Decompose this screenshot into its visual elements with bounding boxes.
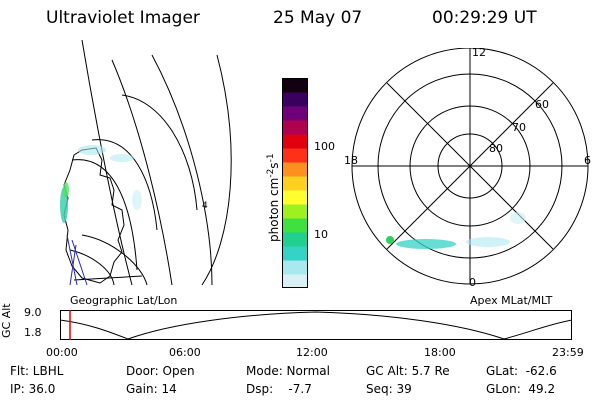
polar-plot: 12 18 6 0 60 70 80 <box>338 46 600 298</box>
apex-label: Apex MLat/MLT <box>470 294 553 307</box>
grid-arc <box>91 139 158 231</box>
aurora-patch <box>132 190 142 210</box>
timeline-ymax: 9.0 <box>24 306 42 319</box>
mlt-label-6: 6 <box>584 154 591 167</box>
status-footer: Flt: LBHL IP: 36.0 Door: Open Gain: 14 M… <box>0 362 600 400</box>
grid-arc <box>81 39 133 286</box>
aurora-patch <box>396 239 456 249</box>
colorbar-frame <box>282 78 308 288</box>
colorbar-band <box>282 134 308 149</box>
aurora-patch <box>386 236 394 244</box>
colorbar-band <box>282 274 308 289</box>
header: Ultraviolet Imager 25 May 07 00:29:29 UT <box>0 0 600 40</box>
polar-plot-svg <box>351 47 589 285</box>
timeline-frame <box>60 310 572 340</box>
altitude-timeline: Geographic Lat/Lon Apex MLat/MLT GC Alt … <box>0 294 600 362</box>
colorbar-band <box>282 106 308 121</box>
grid-arc <box>111 59 173 286</box>
timeline-tick-1800: 18:00 <box>424 346 456 359</box>
colorbar-band <box>282 260 308 275</box>
colorbar-band <box>282 120 308 135</box>
colorbar-label-s: s <box>267 162 281 169</box>
aurora-patch <box>78 145 106 155</box>
aurora-patch <box>510 212 526 224</box>
grid-arc <box>151 54 213 286</box>
colorbar-band <box>282 92 308 107</box>
colorbar-band <box>282 246 308 261</box>
ip-value: IP: 36.0 <box>10 382 56 396</box>
mlat-label-60: 60 <box>535 98 549 111</box>
gain-value: Gain: 14 <box>126 382 177 396</box>
time-label: 00:29:29 UT <box>432 8 537 28</box>
colorbar-label-sup2: -1 <box>266 153 276 163</box>
colorbar-scale <box>282 78 308 289</box>
sequence-value: Seq: 39 <box>366 382 412 396</box>
timeline-ymin: 1.8 <box>24 326 42 339</box>
aurora-patch <box>110 154 134 162</box>
colorbar-tick-100: 100 <box>314 140 335 153</box>
mlt-label-0: 0 <box>469 276 476 289</box>
mlt-label-12: 12 <box>472 46 486 59</box>
colorbar-band <box>282 232 308 247</box>
colorbar-label-sup1: -2 <box>266 168 276 178</box>
aurora-patch <box>466 237 510 247</box>
geographic-map-svg: 4 <box>60 39 232 286</box>
mlat-label-70: 70 <box>512 121 526 134</box>
geographic-label: Geographic Lat/Lon <box>70 294 178 307</box>
grid-arc <box>81 234 148 286</box>
colorbar-label-base: photon cm <box>267 177 281 242</box>
colorbar-band <box>282 190 308 205</box>
mlt-label-18: 18 <box>344 154 358 167</box>
colorbar-label: photon cm-2s-1 <box>266 153 281 242</box>
colorbar-band <box>282 148 308 163</box>
colorbar-band <box>282 176 308 191</box>
aurora-patch <box>63 182 69 198</box>
timeline-tick-0600: 06:00 <box>169 346 201 359</box>
colorbar-band <box>282 218 308 233</box>
grid-arc <box>201 54 232 286</box>
mode-value: Mode: Normal <box>246 364 330 378</box>
colorbar-tick-10: 10 <box>314 228 328 241</box>
polar-axis-diagonal <box>386 82 554 250</box>
colorbar-band <box>282 204 308 219</box>
colorbar-band <box>282 78 308 93</box>
timeline-tick-1200: 12:00 <box>296 346 328 359</box>
glon-value: GLon: 49.2 <box>486 382 556 396</box>
grid-arc <box>71 159 138 271</box>
timeline-plot <box>60 310 572 340</box>
filter-value: Flt: LBHL <box>10 364 64 378</box>
blue-grid-lines <box>66 234 88 286</box>
timeline-tick-2359: 23:59 <box>552 346 584 359</box>
dsp-value: Dsp: -7.7 <box>246 382 312 396</box>
grid-arc <box>121 94 198 211</box>
instrument-title: Ultraviolet Imager <box>46 8 200 28</box>
timeline-axis-label: GC Alt <box>0 303 13 338</box>
colorbar: 100 10 <box>282 78 335 289</box>
timeline-tick-0000: 00:00 <box>46 346 78 359</box>
mlat-label-80: 80 <box>489 142 503 155</box>
meridian-mark: 4 <box>202 201 208 211</box>
colorbar-band <box>282 162 308 177</box>
altitude-curve <box>60 311 572 340</box>
geographic-map: 4 <box>52 39 282 290</box>
door-value: Door: Open <box>126 364 195 378</box>
gc-alt-value: GC Alt: 5.7 Re <box>366 364 450 378</box>
glat-value: GLat: -62.6 <box>486 364 557 378</box>
date-label: 25 May 07 <box>273 8 363 28</box>
